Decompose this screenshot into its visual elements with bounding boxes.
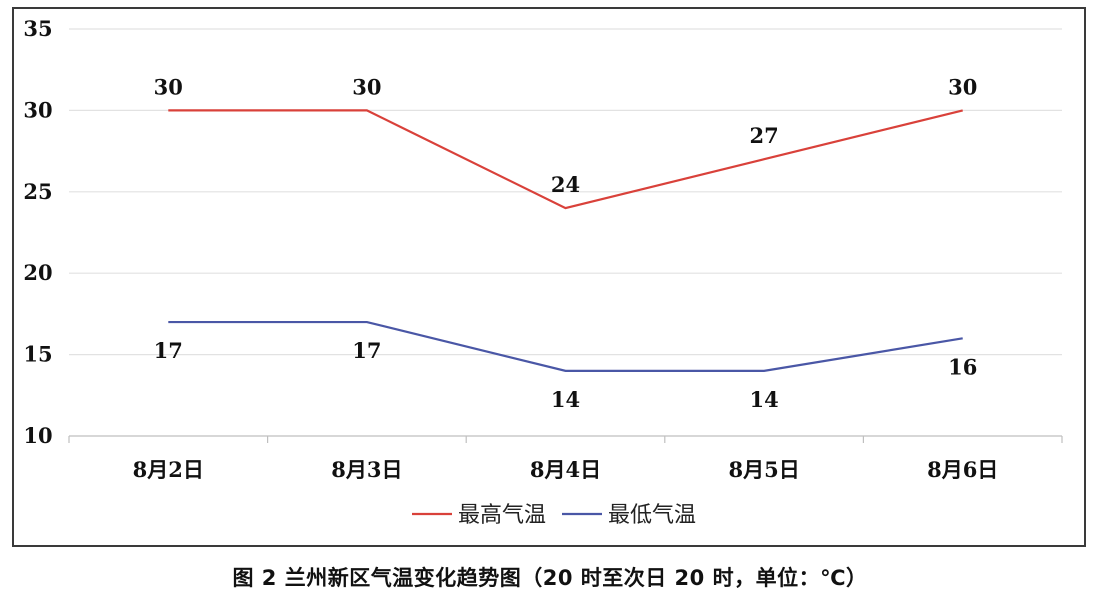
y-tick-label: 35 (23, 16, 52, 41)
legend-label-2: 最低气温 (608, 503, 696, 528)
data-label: 14 (551, 387, 580, 412)
y-tick-label: 20 (23, 260, 52, 285)
line-chart: 10 15 20 25 30 35 8月2日 8月3日 8月4日 8月5日 8月6日 30 30 24… (23, 16, 1063, 528)
x-tick-label: 8月6日 (927, 457, 998, 482)
x-tick-label: 8月5日 (728, 457, 799, 482)
figure-caption: 图 2 兰州新区气温变化趋势图（20 时至次日 20 时，单位：℃） (232, 566, 868, 590)
y-axis-ticks: 10 15 20 25 30 35 (23, 16, 52, 448)
data-label: 17 (154, 338, 183, 363)
x-tick-label: 8月3日 (331, 457, 402, 482)
series-lines (168, 109, 963, 372)
y-tick-label: 10 (23, 423, 52, 448)
data-label: 30 (948, 74, 977, 99)
data-label: 17 (352, 338, 381, 363)
data-label: 30 (352, 74, 381, 99)
data-label: 27 (749, 123, 778, 148)
x-tick-label: 8月2日 (133, 457, 204, 482)
data-labels: 30 30 24 27 30 17 17 14 14 16 (154, 74, 978, 411)
y-tick-label: 15 (23, 342, 52, 367)
series-line-2 (168, 320, 963, 372)
chart-frame: 10 15 20 25 30 35 8月2日 8月3日 8月4日 8月5日 8月6日 30 30 24… (12, 7, 1086, 547)
legend: 最高气温 最低气温 (412, 503, 696, 528)
grid-lines (69, 28, 1062, 437)
x-axis-ticks: 8月2日 8月3日 8月4日 8月5日 8月6日 (68, 436, 1063, 482)
series-line-1 (168, 109, 963, 210)
data-label: 14 (749, 387, 778, 412)
legend-label-1: 最高气温 (458, 503, 546, 528)
data-label: 16 (948, 354, 977, 379)
y-tick-label: 25 (23, 179, 52, 204)
data-label: 24 (551, 172, 580, 197)
x-tick-label: 8月4日 (530, 457, 601, 482)
data-label: 30 (154, 74, 183, 99)
y-tick-label: 30 (23, 97, 52, 122)
